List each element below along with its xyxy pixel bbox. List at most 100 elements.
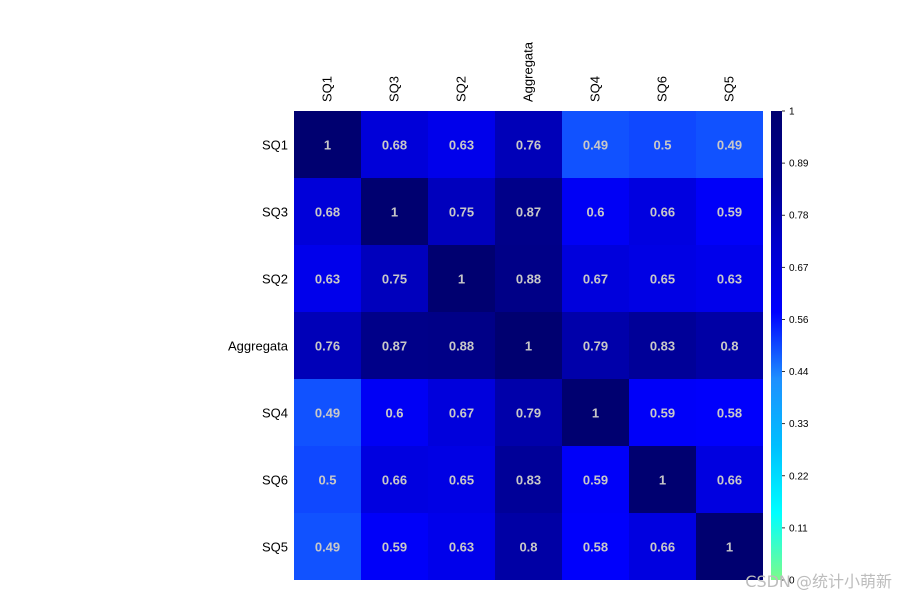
- cell-Aggregata-SQ2: [428, 312, 495, 379]
- cell-value-SQ3-SQ4: 0.6: [586, 205, 604, 220]
- x-tick-SQ3: SQ3: [387, 76, 402, 102]
- cell-SQ5-Aggregata: [495, 513, 562, 580]
- cell-value-Aggregata-SQ4: 0.79: [583, 339, 608, 354]
- cell-value-SQ5-SQ4: 0.58: [583, 540, 608, 555]
- cell-Aggregata-SQ3: [361, 312, 428, 379]
- cell-SQ3-SQ5: [696, 178, 763, 245]
- cell-value-SQ3-SQ1: 0.68: [315, 205, 340, 220]
- cell-SQ1-SQ3: [361, 111, 428, 178]
- cell-value-SQ2-SQ1: 0.63: [315, 272, 340, 287]
- y-tick-SQ6: SQ6: [262, 473, 288, 488]
- cell-value-Aggregata-SQ1: 0.76: [315, 339, 340, 354]
- cell-value-SQ5-Aggregata: 0.8: [519, 540, 537, 555]
- colorbar-tick-label: 0.67: [789, 263, 809, 274]
- cell-value-SQ4-SQ5: 0.58: [717, 406, 742, 421]
- cell-value-SQ4-SQ3: 0.6: [385, 406, 403, 421]
- x-tick-SQ4: SQ4: [588, 76, 603, 102]
- heatmap-cells: 1 0.68 0.63 0.76 0.49 0.5 0.49 0.68 1 0.75 0.87 0.6…: [294, 111, 763, 580]
- cell-SQ5-SQ4: [562, 513, 629, 580]
- cell-SQ3-SQ6: [629, 178, 696, 245]
- cell-SQ4-SQ2: [428, 379, 495, 446]
- cell-value-SQ1-Aggregata: 0.76: [516, 138, 541, 153]
- cell-SQ6-SQ3: [361, 446, 428, 513]
- cell-SQ1-SQ1: [294, 111, 361, 178]
- cell-value-SQ4-SQ2: 0.67: [449, 406, 474, 421]
- cell-value-SQ5-SQ5: 1: [726, 540, 733, 555]
- cell-value-SQ3-Aggregata: 0.87: [516, 205, 541, 220]
- cell-value-SQ6-SQ4: 0.59: [583, 473, 608, 488]
- cell-SQ3-Aggregata: [495, 178, 562, 245]
- colorbar-tick-label: 0.78: [789, 211, 809, 222]
- cell-SQ2-SQ6: [629, 245, 696, 312]
- cell-Aggregata-SQ6: [629, 312, 696, 379]
- cell-value-Aggregata-SQ3: 0.87: [382, 339, 407, 354]
- y-tick-Aggregata: Aggregata: [228, 339, 289, 354]
- cell-value-Aggregata-SQ2: 0.88: [449, 339, 474, 354]
- cell-SQ6-SQ1: [294, 446, 361, 513]
- cell-value-SQ2-SQ4: 0.67: [583, 272, 608, 287]
- cell-SQ1-Aggregata: [495, 111, 562, 178]
- x-tick-SQ2: SQ2: [454, 76, 469, 102]
- cell-value-SQ2-SQ2: 1: [458, 272, 465, 287]
- cell-value-SQ6-SQ6: 1: [659, 473, 666, 488]
- cell-value-SQ3-SQ5: 0.59: [717, 205, 742, 220]
- cell-Aggregata-Aggregata: [495, 312, 562, 379]
- colorbar-tick-label: 0.44: [789, 367, 809, 378]
- cell-value-SQ2-SQ6: 0.65: [650, 272, 675, 287]
- cell-value-SQ3-SQ6: 0.66: [650, 205, 675, 220]
- cell-value-SQ4-SQ1: 0.49: [315, 406, 340, 421]
- cell-value-SQ6-Aggregata: 0.83: [516, 473, 541, 488]
- cell-value-SQ4-Aggregata: 0.79: [516, 406, 541, 421]
- cell-SQ3-SQ4: [562, 178, 629, 245]
- cell-SQ3-SQ2: [428, 178, 495, 245]
- cell-value-SQ5-SQ1: 0.49: [315, 540, 340, 555]
- colorbar-tick-label: 0.22: [789, 471, 809, 482]
- cell-SQ4-SQ6: [629, 379, 696, 446]
- colorbar-tick-label: 0: [789, 576, 795, 587]
- cell-value-SQ5-SQ6: 0.66: [650, 540, 675, 555]
- cell-value-SQ6-SQ1: 0.5: [318, 473, 336, 488]
- cell-value-SQ1-SQ2: 0.63: [449, 138, 474, 153]
- cell-SQ2-SQ3: [361, 245, 428, 312]
- y-tick-SQ2: SQ2: [262, 272, 288, 287]
- cell-value-SQ2-SQ3: 0.75: [382, 272, 407, 287]
- cell-value-SQ2-Aggregata: 0.88: [516, 272, 541, 287]
- cell-value-SQ1-SQ4: 0.49: [583, 138, 608, 153]
- cell-value-SQ1-SQ3: 0.68: [382, 138, 407, 153]
- cell-value-SQ5-SQ2: 0.63: [449, 540, 474, 555]
- cell-SQ5-SQ2: [428, 513, 495, 580]
- colorbar-tick-label: 0.89: [789, 159, 809, 170]
- cell-value-Aggregata-SQ6: 0.83: [650, 339, 675, 354]
- cell-SQ5-SQ1: [294, 513, 361, 580]
- y-tick-SQ3: SQ3: [262, 205, 288, 220]
- cell-value-SQ6-SQ3: 0.66: [382, 473, 407, 488]
- colorbar-tick-label: 0.11: [789, 523, 808, 534]
- cell-SQ2-SQ1: [294, 245, 361, 312]
- cell-SQ2-SQ5: [696, 245, 763, 312]
- x-tick-SQ5: SQ5: [722, 76, 737, 102]
- cell-value-SQ6-SQ5: 0.66: [717, 473, 742, 488]
- cell-Aggregata-SQ4: [562, 312, 629, 379]
- cell-value-SQ4-SQ6: 0.59: [650, 406, 675, 421]
- cell-SQ4-SQ5: [696, 379, 763, 446]
- cell-value-SQ3-SQ2: 0.75: [449, 205, 474, 220]
- cell-value-SQ5-SQ3: 0.59: [382, 540, 407, 555]
- cell-SQ4-SQ3: [361, 379, 428, 446]
- cell-value-SQ1-SQ6: 0.5: [653, 138, 671, 153]
- cell-SQ4-SQ4: [562, 379, 629, 446]
- y-tick-SQ4: SQ4: [262, 406, 288, 421]
- watermark: CSDN @统计小萌新: [745, 572, 892, 591]
- cell-SQ1-SQ2: [428, 111, 495, 178]
- cell-Aggregata-SQ1: [294, 312, 361, 379]
- y-axis-tick-labels: SQ1 SQ3 SQ2 Aggregata SQ4 SQ6 SQ5: [228, 138, 289, 555]
- cell-value-SQ1-SQ1: 1: [324, 138, 331, 153]
- x-tick-SQ1: SQ1: [320, 76, 335, 102]
- cell-SQ3-SQ3: [361, 178, 428, 245]
- colorbar-tick-label: 0.56: [789, 315, 809, 326]
- cell-SQ2-SQ2: [428, 245, 495, 312]
- cell-SQ1-SQ6: [629, 111, 696, 178]
- colorbar-gradient: [771, 111, 782, 580]
- cell-value-Aggregata-SQ5: 0.8: [720, 339, 738, 354]
- y-tick-SQ1: SQ1: [262, 138, 288, 153]
- colorbar: 1 0.89 0.78 0.67 0.56 0.44 0.33 0.22 0.11 0: [771, 107, 809, 587]
